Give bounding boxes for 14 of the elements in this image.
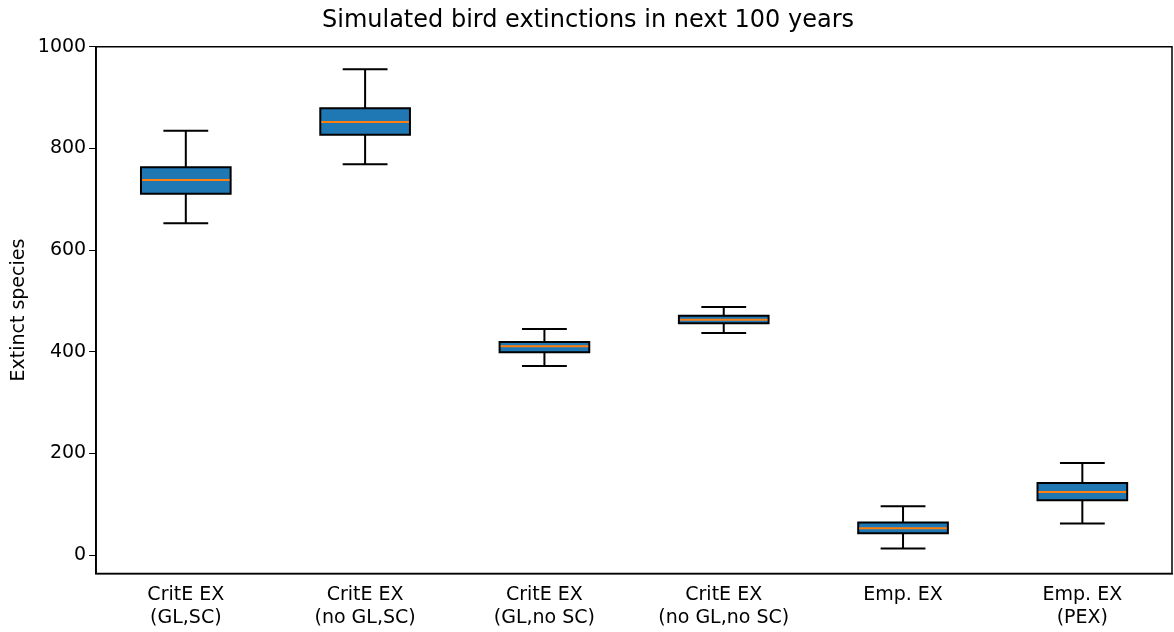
y-tick-label: 600 [49, 237, 87, 260]
y-tick-label: 0 [74, 542, 87, 565]
chart-title: Simulated bird extinctions in next 100 years [321, 4, 855, 33]
y-tick-label: 1000 [37, 33, 87, 56]
y-tick-label: 400 [49, 338, 87, 361]
x-tick-label: Emp. EX (PEX) [1042, 581, 1123, 627]
y-tick-label: 200 [49, 440, 87, 463]
y-axis-title: Extinct species [6, 238, 29, 382]
x-tick-label: CritE EX (GL,no SC) [493, 581, 596, 627]
x-tick-label: CritE EX (GL,SC) [147, 581, 225, 627]
x-tick-label: Emp. EX [863, 581, 943, 604]
x-tick-label: CritE EX (no GL,no SC) [658, 581, 790, 627]
x-tick-label: CritE EX (no GL,SC) [314, 581, 416, 627]
y-tick-label: 800 [49, 135, 87, 158]
